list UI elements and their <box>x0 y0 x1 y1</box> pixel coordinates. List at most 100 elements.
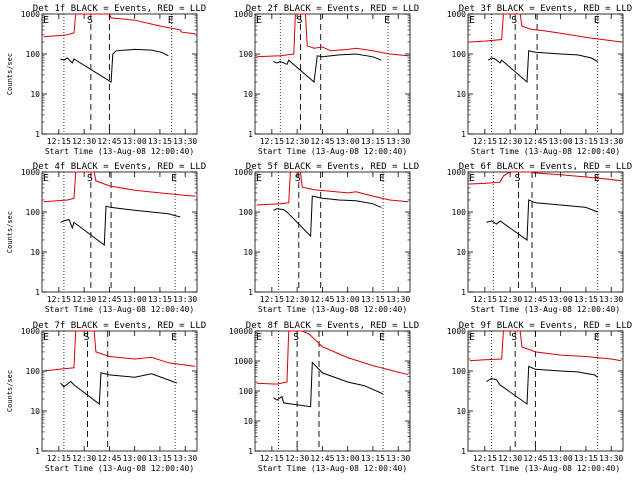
x-tick-label: 13:00 <box>336 137 360 146</box>
panel-title: Det 1f BLACK = Events, RED = LLD <box>33 4 206 14</box>
y-tick-label: 100 <box>239 50 254 59</box>
panel-title: Det 3f BLACK = Events, RED = LLD <box>459 4 632 14</box>
x-tick-label: 12:15 <box>473 295 497 304</box>
y-tick-label: 10 <box>30 407 40 416</box>
events-line <box>273 53 382 83</box>
x-axis-label: Start Time (13-Aug-08 12:00:40) <box>471 305 620 314</box>
y-tick-label: 1000 <box>447 10 466 19</box>
y-tick-label: 1 <box>35 130 40 139</box>
x-tick-label: 13:00 <box>549 137 573 146</box>
lld-line <box>469 330 622 362</box>
x-tick-label: 13:00 <box>123 137 147 146</box>
x-tick-label: 13:30 <box>599 454 623 463</box>
event-marker-label: E <box>168 15 174 26</box>
x-axis-label: Start Time (13-Aug-08 12:00:40) <box>258 464 407 473</box>
y-tick-label: 100 <box>239 387 254 396</box>
y-tick-label: 1 <box>461 130 466 139</box>
y-tick-label: 1000 <box>21 10 40 19</box>
x-tick-label: 12:15 <box>473 137 497 146</box>
event-marker-label: S <box>511 332 517 343</box>
events-line <box>273 361 384 408</box>
event-marker-label: E <box>594 332 600 343</box>
panel-title: Det 5f BLACK = Events, RED = LLD <box>246 162 419 172</box>
x-tick-label: 12:30 <box>72 137 96 146</box>
x-axis-label: Start Time (13-Aug-08 12:00:40) <box>45 464 194 473</box>
lld-line <box>43 13 196 38</box>
y-tick-label: 10 <box>456 407 466 416</box>
events-line <box>60 205 181 246</box>
x-tick-label: 13:15 <box>148 137 172 146</box>
y-tick-label: 1000 <box>234 10 253 19</box>
plot-frame <box>467 330 624 452</box>
y-tick-label: 1000 <box>21 327 40 336</box>
lld-line <box>256 330 409 385</box>
y-tick-label: 1 <box>248 447 253 456</box>
x-tick-label: 13:15 <box>361 137 385 146</box>
y-axis-label: Counts/sec <box>6 211 14 253</box>
event-marker-label: E <box>469 173 475 184</box>
x-tick-label: 12:45 <box>523 137 547 146</box>
x-tick-label: 12:30 <box>498 295 522 304</box>
event-marker-label: E <box>43 173 49 184</box>
plot-frame <box>467 171 624 293</box>
y-tick-label: 10 <box>243 417 253 426</box>
lld-line <box>256 13 409 58</box>
event-marker-label: S <box>511 15 517 26</box>
event-marker-label: S <box>87 15 93 26</box>
x-tick-label: 13:00 <box>549 295 573 304</box>
panel-title: Det 4f BLACK = Events, RED = LLD <box>33 162 206 172</box>
x-tick-label: 12:30 <box>72 295 96 304</box>
event-marker-label: E <box>469 332 475 343</box>
x-tick-label: 12:45 <box>523 454 547 463</box>
y-tick-label: 1 <box>461 447 466 456</box>
y-tick-label: 100 <box>452 367 467 376</box>
event-marker-label: E <box>379 332 385 343</box>
y-tick-label: 100 <box>26 208 41 217</box>
y-tick-label: 100 <box>239 208 254 217</box>
y-tick-label: 10 <box>243 90 253 99</box>
event-marker-label: E <box>469 15 475 26</box>
y-tick-label: 1000 <box>21 168 40 177</box>
plot-frame <box>254 171 411 293</box>
y-tick-label: 1 <box>35 447 40 456</box>
x-tick-label: 13:00 <box>336 454 360 463</box>
event-marker-label: E <box>256 15 262 26</box>
x-axis-label: Start Time (13-Aug-08 12:00:40) <box>471 464 620 473</box>
x-tick-label: 13:00 <box>549 454 573 463</box>
x-tick-label: 13:30 <box>386 295 410 304</box>
x-tick-label: 13:15 <box>574 137 598 146</box>
x-tick-label: 12:45 <box>97 137 121 146</box>
y-tick-label: 1 <box>461 288 466 297</box>
plot-frame <box>41 330 198 452</box>
y-tick-label: 10 <box>456 90 466 99</box>
x-tick-label: 12:15 <box>47 454 71 463</box>
x-tick-label: 12:45 <box>97 295 121 304</box>
y-tick-label: 100 <box>452 208 467 217</box>
plot-frame <box>467 13 624 135</box>
y-tick-label: 10000 <box>229 327 253 336</box>
y-tick-label: 1 <box>35 288 40 297</box>
x-tick-label: 13:15 <box>148 295 172 304</box>
x-axis-label: Start Time (13-Aug-08 12:00:40) <box>45 305 194 314</box>
x-axis-label: Start Time (13-Aug-08 12:00:40) <box>258 147 407 156</box>
event-marker-label: E <box>256 173 262 184</box>
event-marker-label: S <box>87 173 93 184</box>
event-marker-label: E <box>43 15 49 26</box>
x-tick-label: 12:30 <box>285 295 309 304</box>
x-tick-label: 12:15 <box>260 454 284 463</box>
x-tick-label: 12:45 <box>97 454 121 463</box>
y-tick-label: 100 <box>26 367 41 376</box>
event-marker-label: E <box>379 173 385 184</box>
lld-line <box>469 13 622 43</box>
panel-title: Det 9f BLACK = Events, RED = LLD <box>459 321 632 331</box>
event-marker-label: E <box>171 173 177 184</box>
x-tick-label: 13:30 <box>599 137 623 146</box>
